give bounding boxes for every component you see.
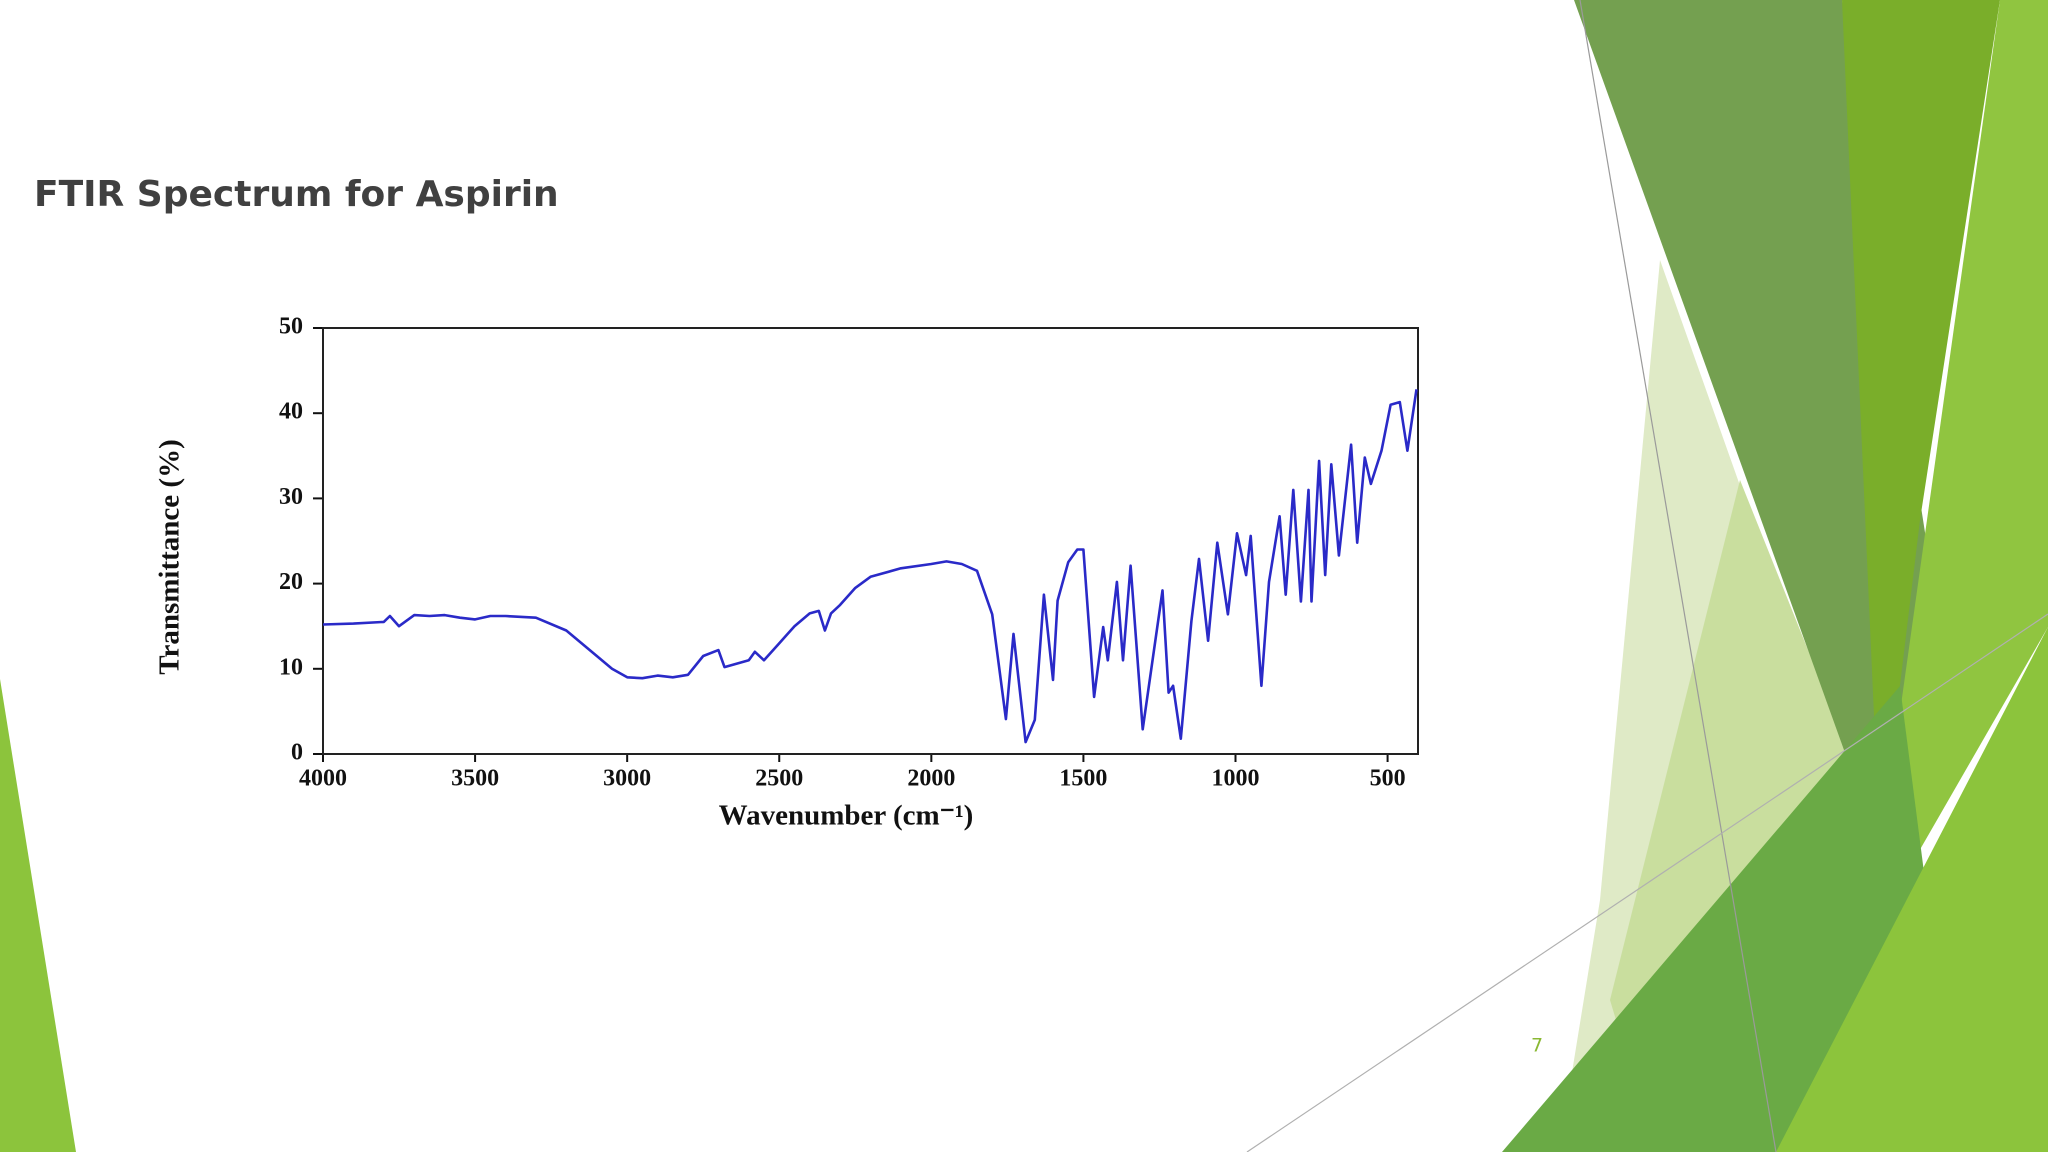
page-number: 7: [1531, 1035, 1543, 1057]
y-tick-label: 50: [279, 314, 303, 340]
y-tick-label: 30: [279, 484, 303, 510]
x-tick-label: 3000: [603, 766, 651, 792]
decor: [1776, 627, 2048, 1152]
x-tick-label: 3500: [451, 766, 499, 792]
spectrum-line: [322, 389, 1418, 744]
x-axis-label: Wavenumber (cm⁻¹): [719, 800, 974, 832]
x-tick-label: 4000: [299, 766, 347, 792]
y-tick-label: 20: [279, 569, 303, 595]
plot-frame: [322, 327, 1419, 755]
decor: [1610, 480, 1880, 1100]
x-tick-label: 2000: [907, 766, 955, 792]
y-tick-label: 10: [279, 654, 303, 680]
decor: [1842, 0, 2000, 850]
y-tick-label: 0: [291, 740, 303, 766]
x-tick-label: 1500: [1059, 766, 1107, 792]
decor-line: [1246, 613, 2048, 1152]
decor: [0, 679, 76, 1152]
x-tick-label: 1000: [1212, 766, 1260, 792]
slide-title: FTIR Spectrum for Aspirin: [34, 174, 559, 215]
decor-line: [1579, 0, 1777, 1152]
x-tick-label: 2500: [755, 766, 803, 792]
y-tick-label: 40: [279, 399, 303, 425]
x-tick-label: 500: [1370, 766, 1406, 792]
y-axis-label: Transmittance (%): [154, 439, 186, 674]
